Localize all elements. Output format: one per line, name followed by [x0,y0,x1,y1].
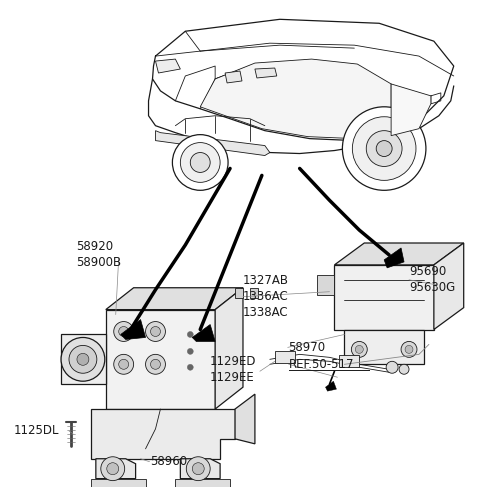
Circle shape [187,348,193,354]
Circle shape [190,153,210,172]
Polygon shape [335,243,464,265]
Circle shape [187,365,193,370]
Circle shape [119,326,129,336]
Circle shape [352,117,416,181]
Polygon shape [175,479,230,488]
Circle shape [107,463,119,475]
Circle shape [192,463,204,475]
Circle shape [342,107,426,190]
Polygon shape [156,59,180,73]
Circle shape [355,346,363,353]
Polygon shape [120,320,145,340]
Polygon shape [61,334,106,384]
Text: REF.50-517: REF.50-517 [288,358,354,371]
Circle shape [401,342,417,357]
Circle shape [186,457,210,481]
Polygon shape [106,309,215,409]
Polygon shape [344,329,424,365]
Polygon shape [316,275,335,295]
Circle shape [376,141,392,157]
Polygon shape [180,459,220,479]
Circle shape [77,353,89,366]
Circle shape [187,331,193,338]
Polygon shape [235,288,243,298]
Circle shape [172,135,228,190]
Circle shape [145,322,166,342]
Circle shape [101,457,125,481]
Polygon shape [250,288,258,298]
Polygon shape [96,459,136,479]
Polygon shape [391,84,431,136]
Circle shape [151,359,160,369]
Circle shape [114,354,133,374]
Polygon shape [255,68,277,78]
Polygon shape [215,288,243,409]
Text: 1125DL: 1125DL [13,425,59,437]
Circle shape [145,354,166,374]
Polygon shape [106,288,243,309]
Text: 58970: 58970 [288,341,325,354]
Circle shape [405,346,413,353]
Polygon shape [200,59,391,139]
Circle shape [351,342,367,357]
Circle shape [386,361,398,373]
Circle shape [180,142,220,183]
Text: 95690
95630G: 95690 95630G [409,265,455,294]
Polygon shape [384,248,404,268]
Circle shape [69,346,97,373]
Polygon shape [91,479,145,488]
Text: 58920
58900B: 58920 58900B [76,241,121,269]
Text: 1129ED
1129EE: 1129ED 1129EE [209,355,256,384]
Circle shape [61,338,105,381]
Circle shape [114,322,133,342]
Circle shape [151,326,160,336]
Polygon shape [275,351,295,363]
Polygon shape [434,243,464,329]
Circle shape [366,131,402,166]
Polygon shape [156,131,270,156]
Polygon shape [325,381,336,391]
Polygon shape [192,325,215,342]
Polygon shape [335,265,434,329]
Circle shape [119,359,129,369]
Polygon shape [235,394,255,444]
Polygon shape [91,409,235,459]
Circle shape [399,365,409,374]
Text: 58960: 58960 [151,455,188,468]
Polygon shape [225,71,242,83]
Text: 1327AB
1336AC
1338AC: 1327AB 1336AC 1338AC [243,274,289,319]
Polygon shape [339,355,360,367]
